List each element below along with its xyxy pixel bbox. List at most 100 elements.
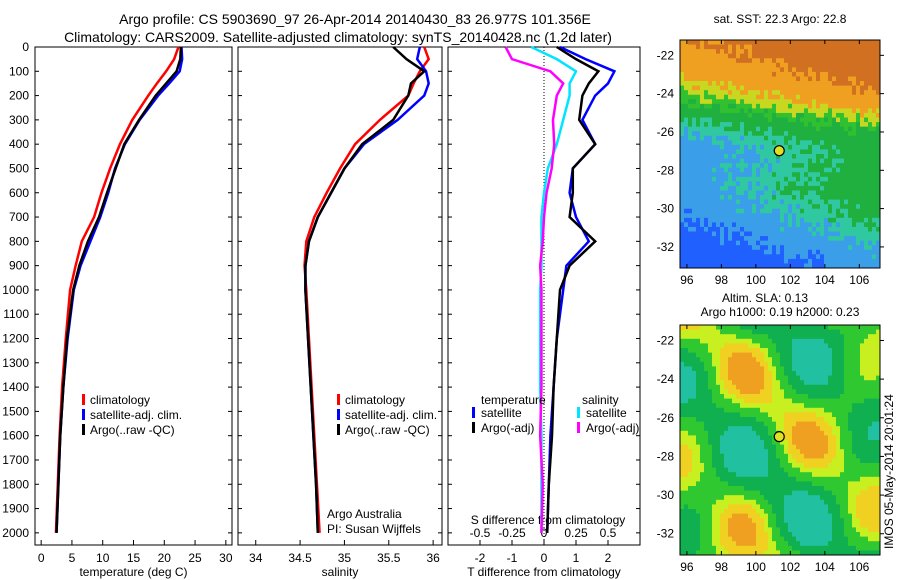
- map-cell: [716, 140, 721, 146]
- map-cell: [712, 371, 717, 377]
- map-cell: [864, 481, 869, 487]
- map-cell: [760, 108, 765, 114]
- map-cell: [756, 403, 761, 409]
- map-cell: [784, 490, 789, 496]
- map-cell: [700, 467, 705, 473]
- map-cell: [848, 463, 853, 469]
- map-cell: [720, 550, 725, 556]
- map-cell: [796, 348, 801, 354]
- map-cell: [808, 44, 813, 50]
- map-cell: [868, 58, 873, 64]
- map-cell: [820, 380, 825, 386]
- map-cell: [784, 108, 789, 114]
- map-cell: [808, 144, 813, 150]
- map-cell: [780, 213, 785, 219]
- map-cell: [860, 195, 865, 201]
- map-cell: [680, 263, 685, 269]
- map-cell: [764, 352, 769, 358]
- map-cell: [808, 108, 813, 114]
- map-cell: [776, 112, 781, 119]
- map-cell: [756, 204, 761, 210]
- map-cell: [800, 504, 805, 510]
- map-cell: [796, 217, 801, 223]
- map-cell: [736, 185, 741, 191]
- map-cell: [836, 509, 841, 515]
- map-cell: [780, 472, 785, 478]
- map-cell: [692, 403, 697, 409]
- map-cell: [708, 334, 713, 340]
- map-cell: [816, 222, 821, 228]
- map-cell: [868, 361, 873, 367]
- map-cell: [792, 366, 797, 372]
- map-cell: [788, 195, 793, 201]
- map-cell: [688, 103, 693, 109]
- map-cell: [712, 58, 717, 64]
- map-cell: [720, 71, 725, 77]
- map-cell: [712, 245, 717, 251]
- map-cell: [808, 536, 813, 542]
- map-cell: [760, 254, 765, 260]
- map-cell: [780, 325, 785, 331]
- map-cell: [792, 417, 797, 423]
- map-cell: [844, 329, 849, 335]
- map-cell: [852, 103, 857, 109]
- map-cell: [848, 541, 853, 547]
- map-cell: [692, 532, 697, 538]
- map-cell: [732, 49, 737, 55]
- map-cell: [700, 513, 705, 519]
- map-cell: [876, 158, 881, 164]
- map-cell: [744, 412, 749, 418]
- map-cell: [832, 103, 837, 109]
- map-cell: [704, 532, 709, 538]
- map-cell: [836, 62, 841, 68]
- map-cell: [700, 135, 705, 141]
- map-cell: [784, 140, 789, 146]
- map-cell: [720, 144, 725, 150]
- map-cell: [788, 527, 793, 533]
- map-cell: [736, 172, 741, 178]
- map-cell: [840, 458, 845, 464]
- map-cell: [776, 481, 781, 487]
- map-cell: [828, 444, 833, 450]
- map-cell: [788, 352, 793, 358]
- map-cell: [864, 254, 869, 260]
- map-cell: [768, 403, 773, 409]
- map-cell: [688, 172, 693, 178]
- map-cell: [812, 449, 817, 455]
- map-cell: [704, 371, 709, 377]
- map-cell: [740, 103, 745, 109]
- map-cell: [720, 536, 725, 542]
- map-cell: [876, 103, 881, 109]
- map-cell: [856, 375, 861, 381]
- map-cell: [852, 231, 857, 237]
- map-cell: [836, 398, 841, 404]
- map-cell: [764, 421, 769, 427]
- map-cell: [796, 536, 801, 542]
- map-cell: [712, 509, 717, 515]
- map-cell: [856, 334, 861, 340]
- map-cell: [780, 440, 785, 446]
- map-cell: [716, 249, 721, 255]
- map-cell: [776, 222, 781, 228]
- map-cell: [724, 348, 729, 354]
- map-cell: [748, 245, 753, 251]
- map-cell: [704, 126, 709, 132]
- map-cell: [740, 81, 745, 87]
- map-cell: [720, 103, 725, 109]
- map-cell: [816, 541, 821, 547]
- map-cell: [696, 380, 701, 386]
- map-cell: [860, 263, 865, 269]
- map-cell: [804, 518, 809, 524]
- map-cell: [680, 154, 685, 160]
- map-cell: [772, 117, 777, 123]
- map-cell: [872, 435, 877, 441]
- map-cell: [852, 249, 857, 255]
- map-cell: [784, 208, 789, 214]
- map-cell: [856, 403, 861, 409]
- map-cell: [740, 430, 745, 436]
- map-cell: [772, 167, 777, 173]
- map-cell: [772, 236, 777, 242]
- map-cell: [736, 199, 741, 205]
- map-cell: [716, 527, 721, 533]
- map-cell: [840, 217, 845, 223]
